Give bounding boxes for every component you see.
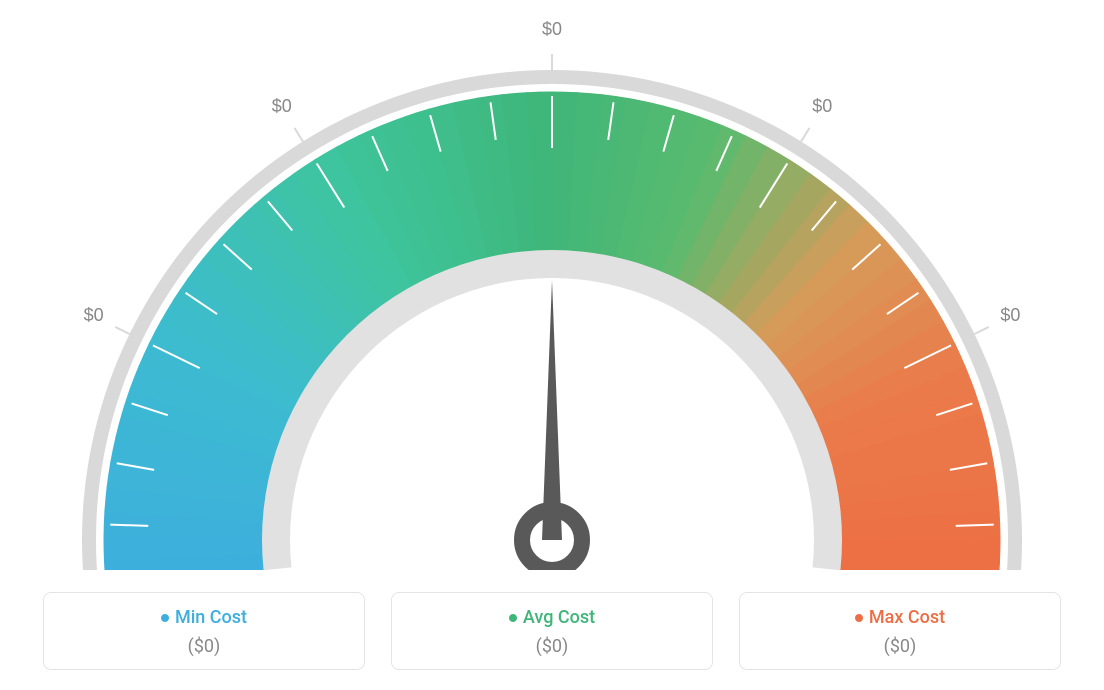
legend-min-dot: [161, 614, 169, 622]
gauge: $0$0$0$0$0$0$0: [42, 10, 1062, 570]
svg-text:$0: $0: [84, 305, 104, 325]
legend-max-value: ($0): [740, 636, 1060, 657]
legend-row: Min Cost ($0) Avg Cost ($0) Max Cost ($0…: [42, 592, 1062, 670]
svg-text:$0: $0: [542, 19, 562, 39]
legend-min: Min Cost ($0): [43, 592, 365, 670]
svg-text:$0: $0: [1000, 305, 1020, 325]
legend-max: Max Cost ($0): [739, 592, 1061, 670]
legend-min-value: ($0): [44, 636, 364, 657]
legend-avg-value: ($0): [392, 636, 712, 657]
legend-avg-label: Avg Cost: [523, 607, 595, 628]
legend-max-title: Max Cost: [740, 607, 1060, 628]
legend-avg-title: Avg Cost: [392, 607, 712, 628]
cost-gauge-container: $0$0$0$0$0$0$0 Min Cost ($0) Avg Cost ($…: [0, 0, 1104, 690]
gauge-svg: $0$0$0$0$0$0$0: [42, 10, 1062, 570]
legend-avg-dot: [509, 614, 517, 622]
legend-max-label: Max Cost: [869, 607, 945, 628]
legend-max-dot: [855, 614, 863, 622]
svg-text:$0: $0: [272, 96, 292, 116]
legend-min-label: Min Cost: [175, 607, 247, 628]
legend-min-title: Min Cost: [44, 607, 364, 628]
svg-text:$0: $0: [812, 96, 832, 116]
legend-avg: Avg Cost ($0): [391, 592, 713, 670]
